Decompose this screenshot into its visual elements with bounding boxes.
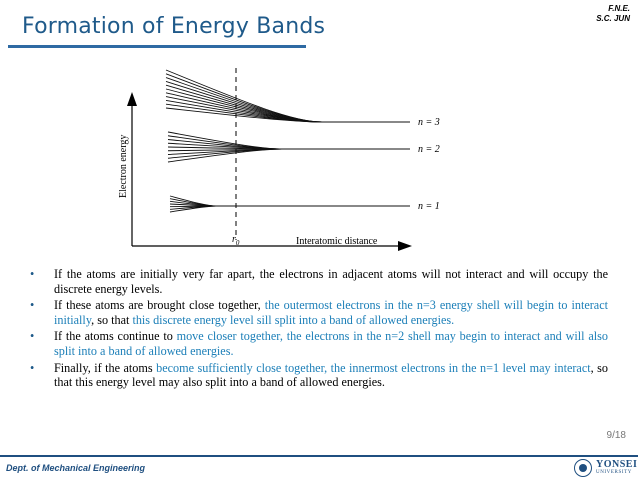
slide-title: Formation of Energy Bands [22, 14, 326, 39]
band-n1-curve [169, 205, 217, 213]
highlighted-text: this discrete energy level sill split in… [132, 312, 455, 327]
bullet-item-1: • If the atoms are initially very far apa… [30, 267, 608, 296]
band-n3-curve [165, 96, 323, 123]
bullet-text: , so that [91, 312, 133, 327]
bullet-text: If the atoms are initially very far apar… [54, 267, 608, 296]
title-underline [8, 45, 306, 48]
bullet-dot: • [30, 329, 35, 344]
page-number: 9/18 [606, 430, 626, 441]
level-label-n2: n = 2 [418, 144, 440, 155]
energy-band-diagram: Electron energy Interatomic distance r0 … [118, 68, 440, 251]
bullet-dot: • [30, 267, 35, 281]
y-axis-arrow [127, 92, 137, 106]
university-logo: YONSEI UNIVERSITY [574, 459, 637, 477]
footer-department: Dept. of Mechanical Engineering [6, 463, 146, 473]
r0-label: r0 [232, 234, 240, 247]
band-n2-curve [167, 148, 283, 163]
highlighted-text: the outermost electrons in the n=3 energ… [54, 298, 608, 327]
level-label-n1: n = 1 [418, 201, 440, 212]
author-tag-line2: S.C. JUN [596, 14, 630, 23]
bullet-dot: • [30, 298, 35, 313]
highlighted-text: move closer together, the electrons in t… [54, 329, 608, 358]
bullet-dot: • [30, 360, 35, 375]
bullet-text: If these atoms are brought close togethe… [54, 298, 265, 313]
band-n3-curve [165, 107, 323, 123]
bullet-text: If the atoms continue to [54, 329, 177, 344]
level-label-n3: n = 3 [418, 117, 440, 128]
band-curves [165, 69, 410, 213]
x-axis-arrow [398, 241, 412, 251]
bullet-item-3: • If the atoms continue to move closer to… [30, 329, 608, 358]
bullet-text: Finally, if the atoms [54, 360, 157, 375]
highlighted-text: become sufficiently close together, the … [156, 360, 591, 375]
university-seal-icon [574, 459, 592, 477]
y-axis-label: Electron energy [118, 135, 129, 198]
band-n3-curve [165, 69, 323, 123]
logo-sub: UNIVERSITY [596, 470, 632, 475]
bullet-text: , so that this energy level may also spl… [54, 360, 608, 390]
logo-name: YONSEI [596, 459, 638, 470]
bullet-item-2: • If these atoms are brought close togeth… [30, 298, 608, 327]
author-tag: F.N.E. S.C. JUN [596, 4, 630, 24]
bullet-list: • If the atoms are initially very far apa… [30, 267, 608, 392]
bullet-item-4: • Finally, if the atoms become sufficient… [30, 361, 608, 390]
x-axis-label: Interatomic distance [296, 236, 378, 247]
author-tag-line1: F.N.E. [608, 4, 630, 13]
footer-rule [0, 455, 638, 457]
